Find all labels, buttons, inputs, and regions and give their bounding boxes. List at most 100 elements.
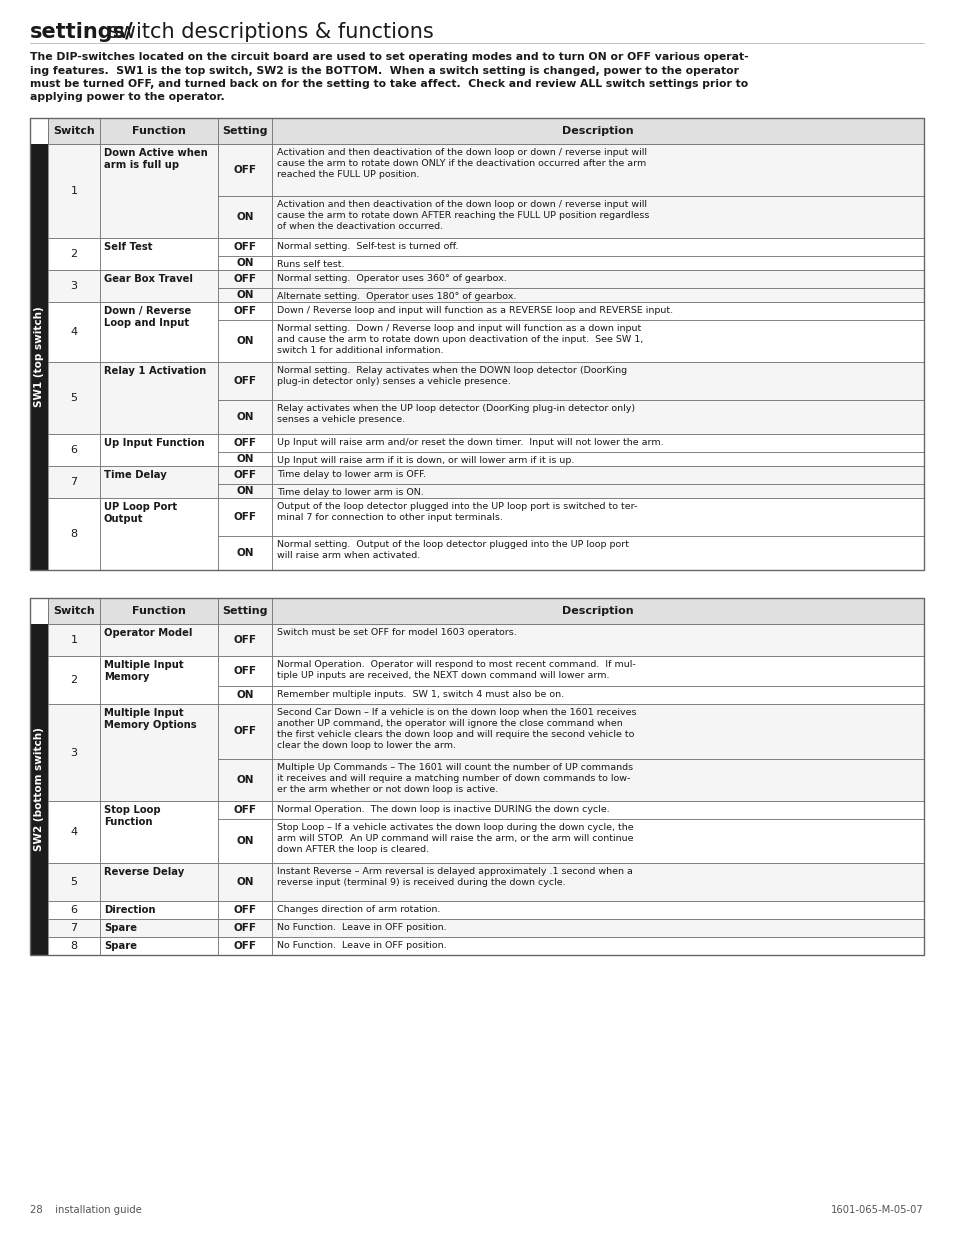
Bar: [100, 433, 218, 466]
Text: OFF: OFF: [233, 941, 256, 951]
Text: Down / Reverse
Loop and Input: Down / Reverse Loop and Input: [104, 306, 191, 329]
Bar: [218, 685, 272, 704]
Text: Switch must be set OFF for model 1603 operators.: Switch must be set OFF for model 1603 op…: [276, 629, 517, 637]
Text: ON: ON: [236, 836, 253, 846]
Bar: [218, 433, 272, 452]
Bar: [100, 303, 218, 362]
Text: Direction: Direction: [104, 905, 155, 915]
Bar: [272, 466, 923, 484]
Text: Reverse Delay: Reverse Delay: [104, 867, 184, 877]
Text: OFF: OFF: [233, 805, 256, 815]
Bar: [218, 863, 272, 902]
Bar: [272, 288, 923, 303]
Text: Stop Loop – If a vehicle activates the down loop during the down cycle, the
arm : Stop Loop – If a vehicle activates the d…: [276, 823, 633, 855]
Text: Time delay to lower arm is ON.: Time delay to lower arm is ON.: [276, 488, 423, 496]
Bar: [48, 656, 100, 704]
Bar: [272, 685, 923, 704]
Bar: [48, 937, 100, 955]
Bar: [218, 498, 272, 536]
Bar: [272, 119, 923, 144]
Bar: [218, 238, 272, 256]
Text: SW1 (top switch): SW1 (top switch): [34, 306, 44, 408]
Text: applying power to the operator.: applying power to the operator.: [30, 93, 225, 103]
Bar: [100, 362, 218, 433]
Bar: [218, 320, 272, 362]
Text: ON: ON: [236, 258, 253, 268]
Text: OFF: OFF: [233, 375, 256, 387]
Text: 28    installation guide: 28 installation guide: [30, 1205, 142, 1215]
Bar: [48, 598, 923, 624]
Text: Normal setting.  Relay activates when the DOWN loop detector (DoorKing
plug-in d: Normal setting. Relay activates when the…: [276, 366, 626, 387]
Bar: [30, 144, 48, 571]
Text: Setting: Setting: [222, 606, 268, 616]
Bar: [48, 119, 923, 144]
Text: Setting: Setting: [222, 126, 268, 136]
Text: UP Loop Port
Output: UP Loop Port Output: [104, 501, 177, 525]
Bar: [272, 863, 923, 902]
Bar: [218, 196, 272, 238]
Bar: [218, 288, 272, 303]
Bar: [218, 119, 272, 144]
Bar: [48, 144, 100, 238]
Text: Remember multiple inputs.  SW 1, switch 4 must also be on.: Remember multiple inputs. SW 1, switch 4…: [276, 690, 563, 699]
Text: switch descriptions & functions: switch descriptions & functions: [108, 22, 434, 42]
Text: No Function.  Leave in OFF position.: No Function. Leave in OFF position.: [276, 923, 446, 932]
Text: Up Input Function: Up Input Function: [104, 438, 204, 448]
Bar: [218, 484, 272, 498]
Text: Description: Description: [561, 606, 633, 616]
Text: Normal setting.  Output of the loop detector plugged into the UP loop port
will : Normal setting. Output of the loop detec…: [276, 540, 628, 561]
Bar: [48, 270, 100, 303]
Bar: [218, 144, 272, 196]
Bar: [272, 362, 923, 400]
Bar: [100, 119, 218, 144]
Bar: [48, 303, 100, 362]
Text: The DIP-switches located on the circuit board are used to set operating modes an: The DIP-switches located on the circuit …: [30, 52, 748, 62]
Text: ON: ON: [236, 412, 253, 422]
Text: 7: 7: [71, 923, 77, 932]
Bar: [100, 144, 218, 238]
Bar: [272, 704, 923, 760]
Bar: [272, 598, 923, 624]
Text: Spare: Spare: [104, 923, 137, 932]
Bar: [218, 270, 272, 288]
Bar: [48, 919, 100, 937]
Bar: [272, 937, 923, 955]
Text: 2: 2: [71, 676, 77, 685]
Text: 1: 1: [71, 186, 77, 196]
Text: Up Input will raise arm if it is down, or will lower arm if it is up.: Up Input will raise arm if it is down, o…: [276, 456, 574, 466]
Bar: [100, 270, 218, 303]
Bar: [48, 119, 100, 144]
Bar: [48, 498, 100, 571]
Text: Normal setting.  Operator uses 360° of gearbox.: Normal setting. Operator uses 360° of ge…: [276, 274, 506, 283]
Bar: [218, 819, 272, 863]
Bar: [218, 802, 272, 819]
Text: 6: 6: [71, 905, 77, 915]
Text: 1: 1: [71, 635, 77, 645]
Text: 8: 8: [71, 941, 77, 951]
Bar: [100, 863, 218, 902]
Text: 1601-065-M-05-07: 1601-065-M-05-07: [830, 1205, 923, 1215]
Text: ON: ON: [236, 690, 253, 700]
Bar: [218, 760, 272, 802]
Bar: [218, 656, 272, 685]
Bar: [48, 362, 100, 433]
Bar: [48, 624, 100, 656]
Text: OFF: OFF: [233, 905, 256, 915]
Bar: [272, 760, 923, 802]
Text: Normal Operation.  The down loop is inactive DURING the down cycle.: Normal Operation. The down loop is inact…: [276, 805, 609, 814]
Text: ON: ON: [236, 487, 253, 496]
Bar: [48, 863, 100, 902]
Text: Activation and then deactivation of the down loop or down / reverse input will
c: Activation and then deactivation of the …: [276, 148, 646, 179]
Bar: [48, 802, 100, 863]
Text: OFF: OFF: [233, 666, 256, 676]
Text: Multiple Input
Memory: Multiple Input Memory: [104, 659, 183, 683]
Bar: [100, 656, 218, 704]
Text: 5: 5: [71, 393, 77, 403]
Text: Runs self test.: Runs self test.: [276, 261, 344, 269]
Text: Relay 1 Activation: Relay 1 Activation: [104, 366, 206, 375]
Bar: [272, 536, 923, 571]
Bar: [48, 704, 100, 802]
Text: Down / Reverse loop and input will function as a REVERSE loop and REVERSE input.: Down / Reverse loop and input will funct…: [276, 306, 673, 315]
Text: 8: 8: [71, 529, 77, 538]
Text: Gear Box Travel: Gear Box Travel: [104, 274, 193, 284]
